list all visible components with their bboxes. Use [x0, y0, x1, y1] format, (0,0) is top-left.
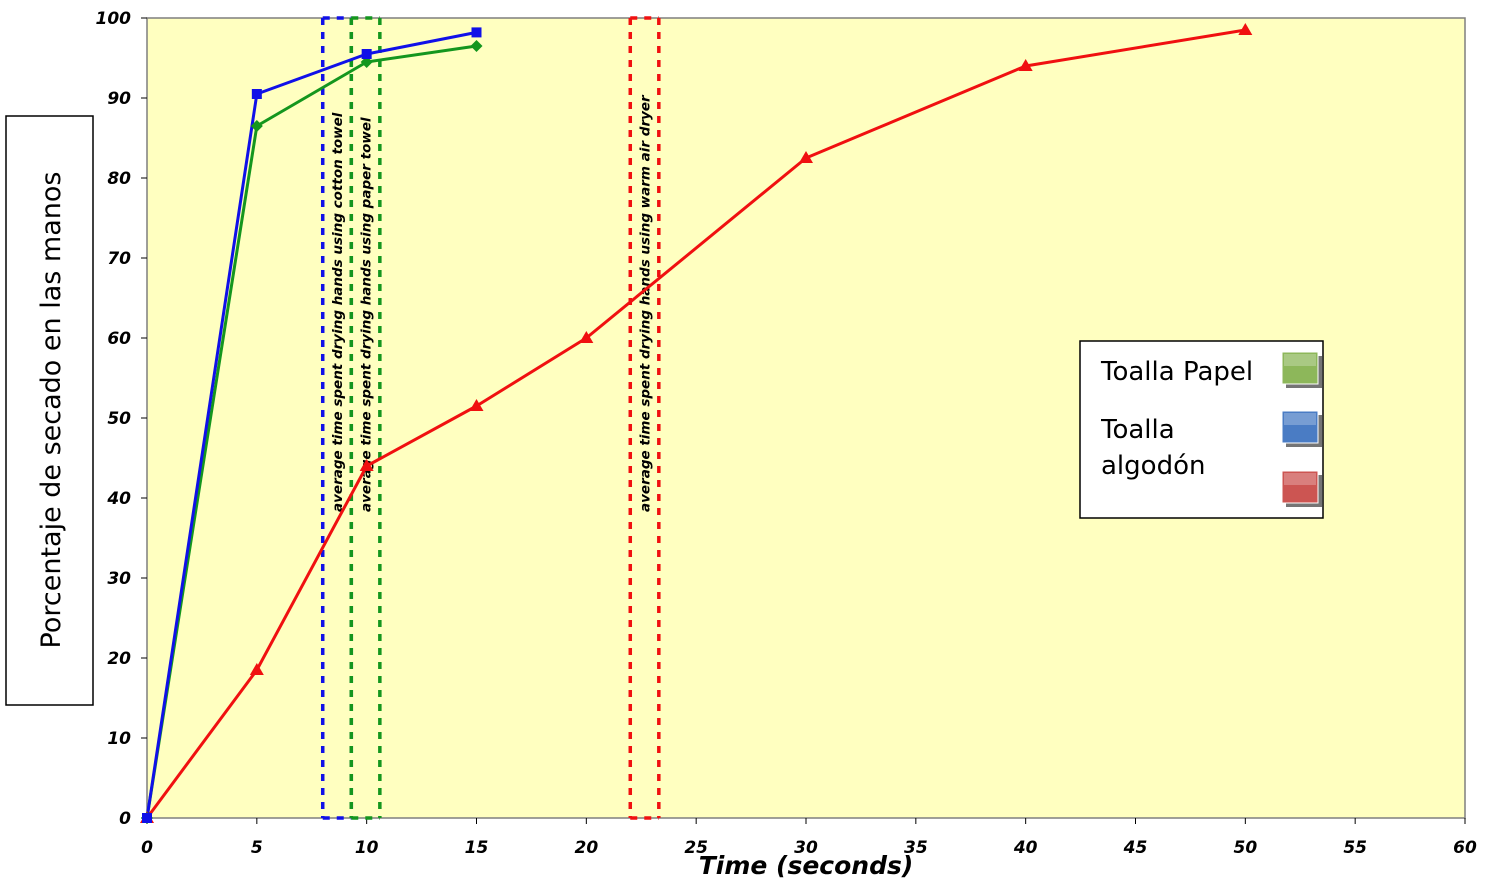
data-point [579, 331, 594, 343]
axis-layer: 0 10 20 30 40 50 60 70 80 90 100 0 5 10 15 20 25 30 35 40 45… [96, 9, 1477, 858]
data-point [470, 40, 483, 52]
data-point [469, 399, 484, 411]
series-line [145, 44, 477, 819]
x-tick-label: 20 [574, 838, 598, 858]
data-point [249, 663, 264, 675]
y-tick-label: 30 [107, 569, 131, 589]
y-tick-label: 90 [107, 89, 131, 109]
marker-layer [140, 23, 1253, 824]
x-tick-label: 0 [141, 838, 153, 858]
series-layer [145, 28, 1246, 819]
data-point [471, 27, 482, 38]
legend-swatch-highlight [1284, 413, 1316, 425]
band-annotation: average time spent drying hands using wa… [638, 94, 654, 512]
data-point [359, 459, 374, 471]
y-axis-title-box: Porcentaje de secado en las manos [5, 115, 94, 706]
x-tick-label: 30 [794, 838, 818, 858]
legend-swatch-highlight [1284, 354, 1316, 366]
legend-label-cotton-towel-wrap: Toalla algodón [1101, 415, 1206, 481]
legend-swatch [1281, 351, 1319, 385]
x-tick-label: 5 [251, 838, 263, 858]
data-point [251, 89, 262, 99]
data-point [799, 151, 813, 163]
y-axis-title-frame [5, 115, 94, 706]
data-point [1238, 23, 1253, 35]
y-tick-label: 10 [107, 729, 131, 749]
data-point [361, 49, 372, 59]
series-line [145, 30, 477, 819]
x-tick-label: 15 [465, 838, 489, 858]
x-tick-label: 25 [684, 838, 708, 858]
legend-swatch-highlight [1284, 473, 1316, 485]
reference-bands: average time spent drying hands using co… [320, 16, 661, 820]
band-annotation: average time spent drying hands using pa… [359, 117, 375, 512]
legend-swatch [1281, 470, 1319, 504]
data-point [250, 120, 263, 132]
x-tick-label: 10 [355, 838, 379, 858]
legend: Toalla Papel Toalla algodón [1079, 340, 1324, 519]
y-tick-label: 80 [107, 169, 131, 189]
band-annotation: average time spent drying hands using co… [330, 112, 346, 512]
y-tick-label: 40 [106, 489, 131, 509]
y-tick-label: 100 [96, 9, 132, 29]
x-tick-label: 50 [1233, 838, 1257, 858]
x-tick-label: 40 [1013, 838, 1038, 858]
legend-label-paper-towel: Toalla Papel [1100, 357, 1253, 387]
x-tick-label: 60 [1453, 838, 1477, 858]
legend-swatch [1281, 410, 1319, 444]
y-axis-title: Porcentaje de secado en las manos [36, 172, 67, 649]
data-point [142, 813, 152, 823]
y-tick-label: 0 [119, 809, 131, 829]
y-tick-label: 50 [107, 409, 131, 429]
data-point [1018, 59, 1033, 71]
legend-label-cotton-towel: Toalla algodón [1101, 415, 1206, 481]
x-axis-title: Time (seconds) [699, 851, 914, 880]
y-tick-label: 70 [107, 249, 131, 269]
series-line [145, 28, 1246, 819]
x-tick-label: 45 [1123, 838, 1148, 858]
x-tick-label: 35 [904, 838, 928, 858]
y-tick-label: 20 [107, 649, 131, 669]
x-tick-label: 55 [1343, 838, 1367, 858]
y-tick-label: 60 [107, 329, 131, 349]
